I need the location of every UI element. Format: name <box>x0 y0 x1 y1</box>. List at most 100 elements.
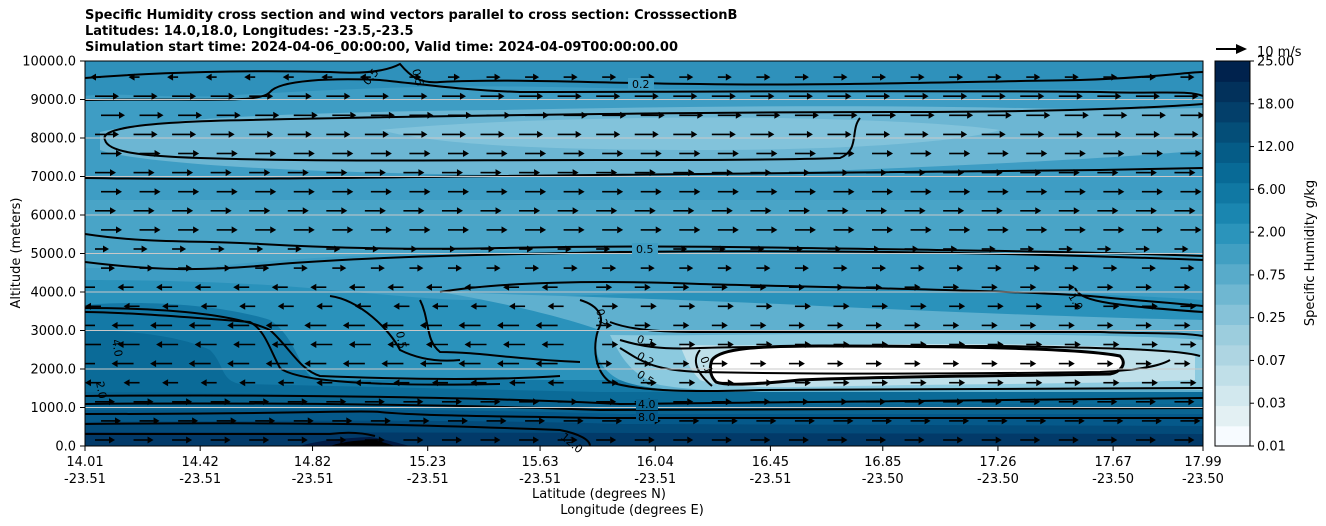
wind-vector-head <box>925 226 932 234</box>
wind-vector-head <box>914 283 921 291</box>
wind-vector-head <box>188 321 195 329</box>
wind-vector-head <box>148 207 155 215</box>
wind-vector-head <box>453 73 460 81</box>
wind-vector-head <box>231 150 238 157</box>
wind-vector-head <box>995 264 1002 272</box>
wind-vector-head <box>611 169 618 177</box>
wind-vector-head <box>239 302 246 310</box>
wind-vector-head <box>188 360 195 368</box>
wind-vector-head <box>115 417 121 425</box>
wind-vector-head <box>1150 169 1157 177</box>
wind-vector-head <box>110 169 116 177</box>
wind-vector-head <box>346 417 353 425</box>
wind-vector-head <box>725 264 732 272</box>
wind-vector-head <box>848 226 855 234</box>
wind-vector-head <box>200 302 207 310</box>
wind-vector-head <box>809 150 816 157</box>
wind-vector-head <box>150 321 157 329</box>
wind-vector-head <box>1074 341 1081 348</box>
wind-vector-head <box>382 130 389 138</box>
wind-vector-head <box>1040 417 1047 425</box>
wind-vector-head <box>997 302 1004 310</box>
wind-vector-head <box>316 302 323 310</box>
x-tick-label-longitude: -23.51 <box>292 472 334 487</box>
wind-vector-head <box>1188 436 1195 444</box>
wind-vector-head <box>876 321 883 329</box>
wind-vector-head <box>957 436 964 444</box>
wind-vector-head <box>1079 150 1086 157</box>
colorbar: 0.01 0.03 0.07 0.25 0.75 2.00 6.00 12.00 18.00 25… <box>1214 55 1294 455</box>
wind-vector-head <box>547 302 554 310</box>
wind-vector-head <box>417 436 424 444</box>
wind-vector-head <box>334 245 341 253</box>
wind-vector-head <box>804 341 811 348</box>
wind-vector-head <box>116 150 122 157</box>
wind-vector-head <box>1005 111 1012 119</box>
wind-vector-head <box>200 379 207 387</box>
wind-vector-head <box>683 321 690 329</box>
wind-vector-head <box>997 341 1004 348</box>
x-axis-label-latitude: Latitude (degrees N) <box>532 487 666 502</box>
quiver-key-arrowhead <box>1236 44 1247 54</box>
wind-vector-head <box>612 379 619 387</box>
wind-vector-head <box>918 73 925 81</box>
wind-vector-head <box>697 111 704 119</box>
wind-vector-head <box>1112 169 1119 177</box>
wind-vector-head <box>571 436 578 444</box>
colorbar-label: Specific Humidity g/kg <box>1303 180 1318 326</box>
wind-vector-head <box>719 245 726 253</box>
wind-vector-head <box>154 150 161 157</box>
wind-vector-head <box>379 169 386 177</box>
wind-vector-head <box>1182 245 1189 253</box>
wind-vector-head <box>540 188 547 196</box>
wind-vector-head <box>347 150 354 157</box>
wind-vector-head <box>732 150 739 157</box>
wind-vector-head <box>547 379 554 387</box>
wind-vector-head <box>729 130 736 138</box>
y-tick-label: 1000.0 <box>31 401 77 416</box>
wind-vector-head <box>1149 436 1156 444</box>
wind-vector-head <box>578 188 585 196</box>
wind-vector-head <box>650 341 657 348</box>
wind-vector-head <box>387 341 394 348</box>
y-tick-label: 10000.0 <box>22 55 76 70</box>
wind-vector-head <box>1072 436 1079 444</box>
wind-vector-head <box>462 188 469 196</box>
wind-vector-head <box>1190 341 1197 348</box>
wind-vector-head <box>244 73 251 81</box>
wind-vector-head <box>610 264 617 272</box>
wind-vector-head <box>233 283 240 291</box>
colorbar-tick-label: 12.00 <box>1257 140 1294 155</box>
colorbar-tick-label: 2.00 <box>1257 226 1286 241</box>
wind-vector-head <box>614 92 621 100</box>
wind-vector-head <box>806 92 813 100</box>
wind-vector-head <box>379 207 386 215</box>
wind-vector-head <box>1159 111 1166 119</box>
wind-vector-head <box>1036 379 1043 387</box>
wind-vector-head <box>880 73 887 81</box>
wind-vector-head <box>876 283 883 291</box>
wind-vector-head <box>1195 188 1202 196</box>
colorbar-tick-label: 6.00 <box>1257 183 1286 198</box>
wind-vector-head <box>418 207 425 215</box>
wind-vector-head <box>887 226 894 234</box>
colorbar-swatch <box>1215 263 1250 285</box>
x-tick-label-latitude: 15.63 <box>521 455 558 470</box>
wind-vector-head <box>1195 150 1202 157</box>
wind-vector-head <box>347 188 354 196</box>
wind-vector-head <box>109 264 115 272</box>
wind-vector-head <box>267 92 274 100</box>
wind-vector-head <box>458 360 465 368</box>
contour-label: 8.0 <box>638 411 656 424</box>
wind-vector-head <box>842 169 849 177</box>
wind-vector-head <box>1074 302 1081 310</box>
wind-vector-head <box>995 73 1002 81</box>
wind-vector-head <box>606 360 613 368</box>
wind-vector-head <box>501 150 508 157</box>
wind-vector-head <box>350 111 357 119</box>
y-tick-label: 7000.0 <box>31 170 77 185</box>
wind-vector-head <box>880 398 887 406</box>
wind-vector-head <box>90 73 96 81</box>
wind-vector-head <box>1034 73 1041 81</box>
wind-vector-head <box>415 73 422 81</box>
